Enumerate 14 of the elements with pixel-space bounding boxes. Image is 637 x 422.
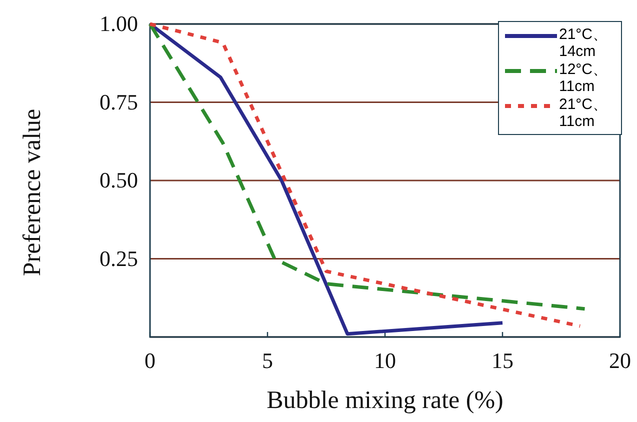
- y-axis-title: Preference value: [19, 108, 46, 276]
- x-tick-label: 0: [144, 348, 156, 373]
- x-tick-label: 5: [262, 348, 273, 373]
- x-tick-label: 20: [609, 348, 631, 373]
- x-tick-label: 10: [374, 348, 396, 373]
- y-tick-label: 0.75: [100, 89, 138, 114]
- legend-label: 21°C、11cm: [559, 96, 609, 130]
- y-tick-label: 1.00: [100, 11, 138, 36]
- x-axis-title: Bubble mixing rate (%): [266, 387, 504, 414]
- legend-label: 21°C、14cm: [559, 26, 609, 60]
- y-tick-label: 0.25: [100, 246, 138, 271]
- x-tick-label: 15: [492, 348, 514, 373]
- y-tick-label: 0.50: [100, 168, 138, 192]
- legend-label: 12°C、11cm: [559, 61, 609, 95]
